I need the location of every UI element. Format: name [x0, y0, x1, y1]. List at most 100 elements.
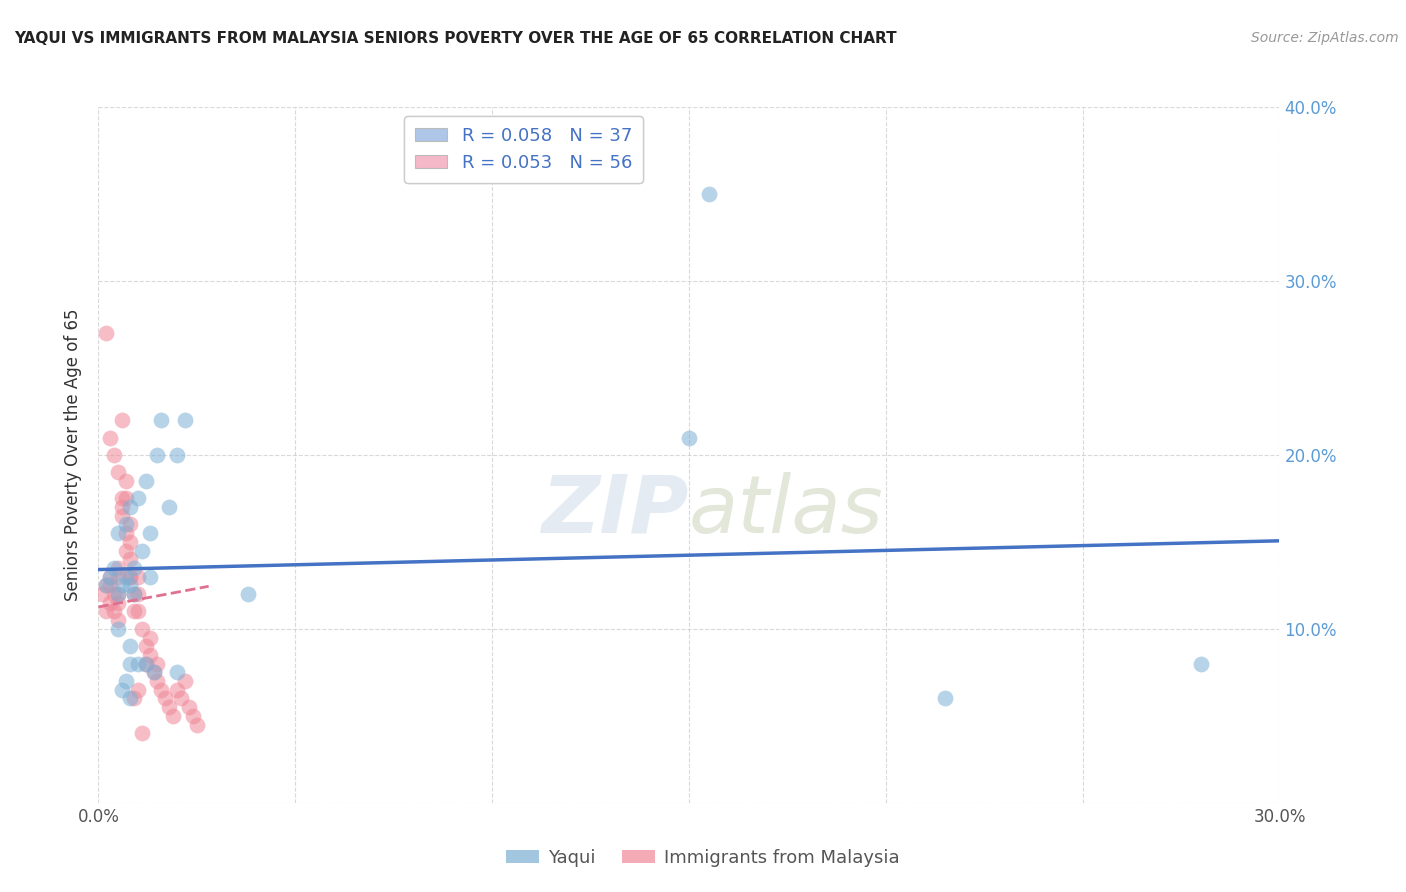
Point [111, 682, 134, 697]
Point [107, 587, 129, 601]
Point [170, 691, 193, 706]
Point [127, 657, 149, 671]
Point [115, 491, 138, 506]
Point [236, 587, 259, 601]
Point [150, 682, 173, 697]
Point [103, 448, 125, 462]
Point [177, 700, 200, 714]
Point [127, 587, 149, 601]
Point [107, 466, 129, 480]
Point [155, 691, 177, 706]
Point [111, 578, 134, 592]
Point [91, 587, 114, 601]
Point [122, 605, 145, 619]
Point [138, 570, 160, 584]
Point [96, 326, 118, 340]
Point [135, 474, 157, 488]
Point [122, 587, 145, 601]
Point [107, 570, 129, 584]
Point [127, 570, 149, 584]
Point [96, 578, 118, 592]
Point [135, 657, 157, 671]
Point [107, 587, 129, 601]
Point [142, 665, 165, 680]
Point [127, 491, 149, 506]
Point [96, 605, 118, 619]
Text: Source: ZipAtlas.com: Source: ZipAtlas.com [1251, 31, 1399, 45]
Point [118, 534, 141, 549]
Point [107, 613, 129, 627]
Point [131, 726, 153, 740]
Point [166, 665, 188, 680]
Point [127, 605, 149, 619]
Point [157, 500, 180, 514]
Point [118, 500, 141, 514]
Point [142, 665, 165, 680]
Point [135, 657, 157, 671]
Point [174, 674, 197, 689]
Point [157, 700, 180, 714]
Point [122, 561, 145, 575]
Point [678, 430, 700, 444]
Point [934, 691, 956, 706]
Point [118, 570, 141, 584]
Point [118, 691, 141, 706]
Point [138, 631, 160, 645]
Point [174, 413, 197, 427]
Point [111, 491, 134, 506]
Point [122, 691, 145, 706]
Point [111, 508, 134, 523]
Point [107, 526, 129, 541]
Point [118, 552, 141, 566]
Point [118, 639, 141, 653]
Point [98, 578, 121, 592]
Point [150, 413, 173, 427]
Point [186, 717, 208, 731]
Point [118, 657, 141, 671]
Point [138, 648, 160, 662]
Point [1189, 657, 1212, 671]
Point [103, 587, 125, 601]
Point [115, 674, 138, 689]
Point [103, 561, 125, 575]
Point [115, 474, 138, 488]
Point [138, 526, 160, 541]
Point [98, 596, 121, 610]
Y-axis label: Seniors Poverty Over the Age of 65: Seniors Poverty Over the Age of 65 [65, 309, 83, 601]
Point [131, 543, 153, 558]
Text: ZIP: ZIP [541, 472, 689, 549]
Point [162, 708, 184, 723]
Point [122, 587, 145, 601]
Point [131, 622, 153, 636]
Point [98, 570, 121, 584]
Text: YAQUI VS IMMIGRANTS FROM MALAYSIA SENIORS POVERTY OVER THE AGE OF 65 CORRELATION: YAQUI VS IMMIGRANTS FROM MALAYSIA SENIOR… [14, 31, 897, 46]
Legend: Yaqui, Immigrants from Malaysia: Yaqui, Immigrants from Malaysia [499, 842, 907, 874]
Point [146, 657, 169, 671]
Point [118, 570, 141, 584]
Point [181, 708, 204, 723]
Point [115, 517, 138, 532]
Point [118, 578, 141, 592]
Legend: R = 0.058   N = 37, R = 0.053   N = 56: R = 0.058 N = 37, R = 0.053 N = 56 [404, 116, 643, 183]
Point [135, 639, 157, 653]
Point [96, 578, 118, 592]
Point [111, 413, 134, 427]
Point [107, 622, 129, 636]
Point [166, 448, 188, 462]
Point [118, 517, 141, 532]
Point [115, 570, 138, 584]
Point [98, 430, 121, 444]
Point [107, 596, 129, 610]
Point [111, 500, 134, 514]
Point [127, 682, 149, 697]
Point [98, 570, 121, 584]
Point [146, 674, 169, 689]
Point [115, 543, 138, 558]
Point [103, 605, 125, 619]
Point [697, 187, 720, 202]
Text: atlas: atlas [689, 472, 884, 549]
Point [115, 526, 138, 541]
Point [166, 682, 188, 697]
Point [146, 448, 169, 462]
Point [107, 561, 129, 575]
